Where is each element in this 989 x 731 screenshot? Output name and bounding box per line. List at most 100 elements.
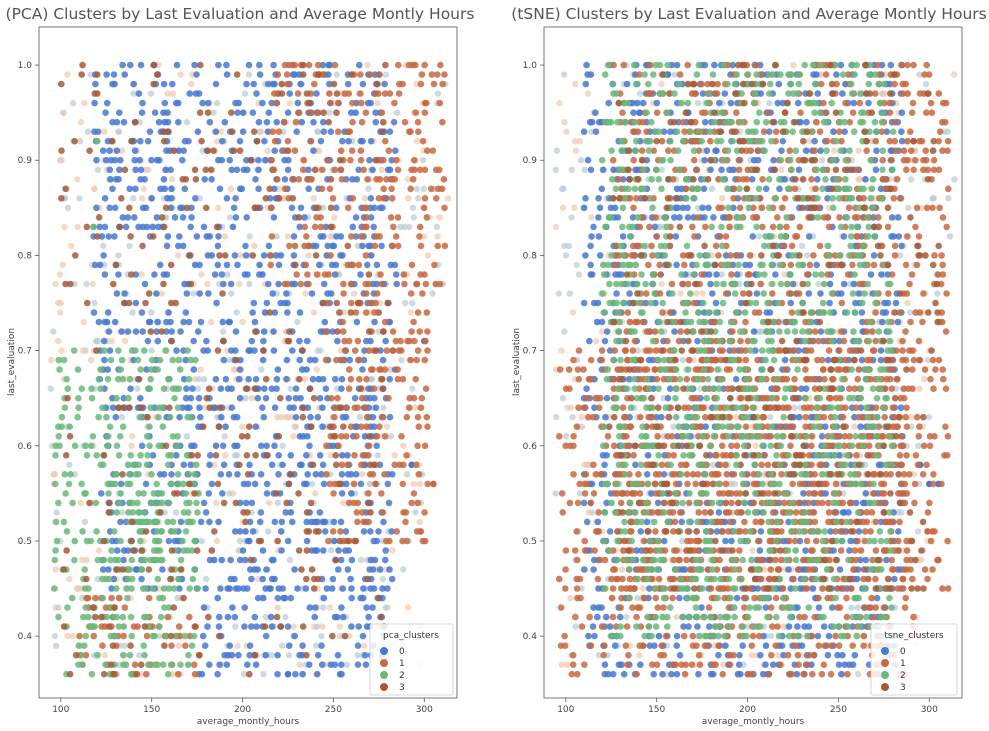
pca-background-point xyxy=(79,347,86,354)
pca-cluster-0-point xyxy=(284,299,291,307)
tsne-cluster-0-point xyxy=(596,252,604,259)
pca-cluster-2-point xyxy=(154,547,161,554)
pca-cluster-0-point xyxy=(319,461,327,469)
pca-cluster-3-point xyxy=(115,404,122,412)
pca-cluster-1-point xyxy=(403,537,411,545)
pca-background-point xyxy=(246,280,253,288)
pca-cluster-0-point xyxy=(354,642,362,649)
pca-cluster-2-point xyxy=(137,452,144,459)
pca-cluster-0-point xyxy=(208,176,215,183)
pca-cluster-1-point xyxy=(441,242,449,250)
pca-cluster-3-point xyxy=(62,185,69,193)
pca-cluster-0-point xyxy=(329,328,337,335)
pca-cluster-0-point xyxy=(121,290,128,297)
pca-cluster-1-point xyxy=(274,176,281,183)
pca-cluster-1-point xyxy=(353,509,361,516)
tsne-background-point xyxy=(559,395,567,402)
tsne-cluster-0-point xyxy=(588,233,595,240)
pca-cluster-2-point xyxy=(55,499,62,507)
pca-background-point xyxy=(219,328,227,335)
pca-cluster-3-point xyxy=(172,299,179,307)
pca-cluster-2-point xyxy=(164,461,172,469)
pca-cluster-1-point xyxy=(363,375,370,383)
pca-cluster-3-point xyxy=(194,452,201,459)
tsne-cluster-0-point xyxy=(664,394,672,402)
tsne-cluster-1-point xyxy=(726,518,734,526)
pca-cluster-0-point xyxy=(361,651,369,659)
pca-background-point xyxy=(77,119,85,126)
pca-cluster-1-point xyxy=(441,71,448,78)
pca-cluster-0-outlier xyxy=(408,461,415,469)
pca-background-point xyxy=(327,547,335,554)
pca-cluster-0-point xyxy=(386,566,393,573)
tsne-cluster-0-point xyxy=(849,661,857,668)
pca-cluster-2-point xyxy=(115,623,123,630)
tsne-cluster-0-point xyxy=(594,299,602,307)
pca-cluster-0-point xyxy=(232,328,240,335)
pca-cluster-0-point xyxy=(92,80,99,88)
pca-points-layer xyxy=(47,61,452,678)
pca-cluster-0-point xyxy=(169,80,176,88)
tsne-cluster-0-point xyxy=(611,204,619,212)
pca-cluster-0-point xyxy=(262,394,270,402)
pca-cluster-0-point xyxy=(161,185,169,193)
pca-cluster-0-point xyxy=(220,280,227,288)
pca-cluster-2-point xyxy=(176,366,184,373)
pca-cluster-0-point xyxy=(339,613,347,621)
pca-cluster-1-point xyxy=(182,642,189,649)
pca-cluster-1-point xyxy=(323,442,330,450)
pca-cluster-3-point xyxy=(167,261,175,269)
pca-background-point xyxy=(312,490,319,497)
pca-cluster-0-point xyxy=(325,71,332,78)
pca-background-point xyxy=(333,71,340,78)
pca-cluster-0-point xyxy=(262,632,270,640)
pca-cluster-1-point xyxy=(417,404,425,412)
pca-cluster-3-point xyxy=(108,137,116,145)
pca-cluster-1-point xyxy=(365,442,373,450)
pca-cluster-1-point xyxy=(382,137,389,145)
pca-cluster-0-point xyxy=(261,385,268,393)
tsne-background-point xyxy=(585,509,592,516)
pca-cluster-0-point xyxy=(256,61,263,69)
pca-cluster-3-point xyxy=(245,423,253,431)
pca-background-point xyxy=(60,109,67,116)
tsne-background-point xyxy=(636,652,643,659)
pca-cluster-2-point xyxy=(51,556,59,564)
pca-cluster-0-point xyxy=(188,214,195,221)
tsne-cluster-0-point xyxy=(776,185,783,193)
pca-background-point xyxy=(108,337,116,345)
pca-cluster-0-point xyxy=(132,328,140,335)
pca-background-point xyxy=(177,71,184,78)
pca-cluster-1-point xyxy=(289,176,296,183)
pca-cluster-0-point xyxy=(379,204,386,212)
tsne-cluster-0-point xyxy=(825,632,833,640)
pca-cluster-1-point xyxy=(437,61,444,69)
tsne-cluster-0-point xyxy=(877,347,885,354)
tsne-cluster-0-point xyxy=(586,337,593,345)
tsne-cluster-0-point xyxy=(606,623,614,630)
pca-cluster-2-point xyxy=(99,594,106,602)
tsne-background-point xyxy=(855,671,862,678)
pca-cluster-0-point xyxy=(323,585,331,592)
pca-cluster-0-point xyxy=(241,623,248,630)
pca-cluster-0-point xyxy=(379,585,386,592)
tsne-background-point xyxy=(618,566,626,573)
pca-cluster-0-point xyxy=(303,452,310,459)
pca-legend-marker-3 xyxy=(380,683,388,691)
pca-cluster-2-point xyxy=(128,575,136,583)
tsne-cluster-1-point xyxy=(895,537,902,545)
pca-background-point xyxy=(145,166,152,173)
pca-cluster-1-point xyxy=(386,537,393,545)
pca-cluster-0-point xyxy=(138,309,146,316)
pca-cluster-0-point xyxy=(148,156,155,164)
tsne-cluster-0-point xyxy=(637,661,644,668)
pca-cluster-0-point xyxy=(229,604,236,611)
pca-cluster-0-point xyxy=(379,594,386,602)
tsne-background-point xyxy=(673,613,680,621)
pca-background-point xyxy=(100,242,107,250)
pca-cluster-3-point xyxy=(329,632,336,640)
pca-cluster-1-point xyxy=(376,176,384,183)
pca-cluster-0-point xyxy=(243,585,251,592)
pca-cluster-0-point xyxy=(257,471,265,478)
pca-background-point xyxy=(52,280,59,288)
